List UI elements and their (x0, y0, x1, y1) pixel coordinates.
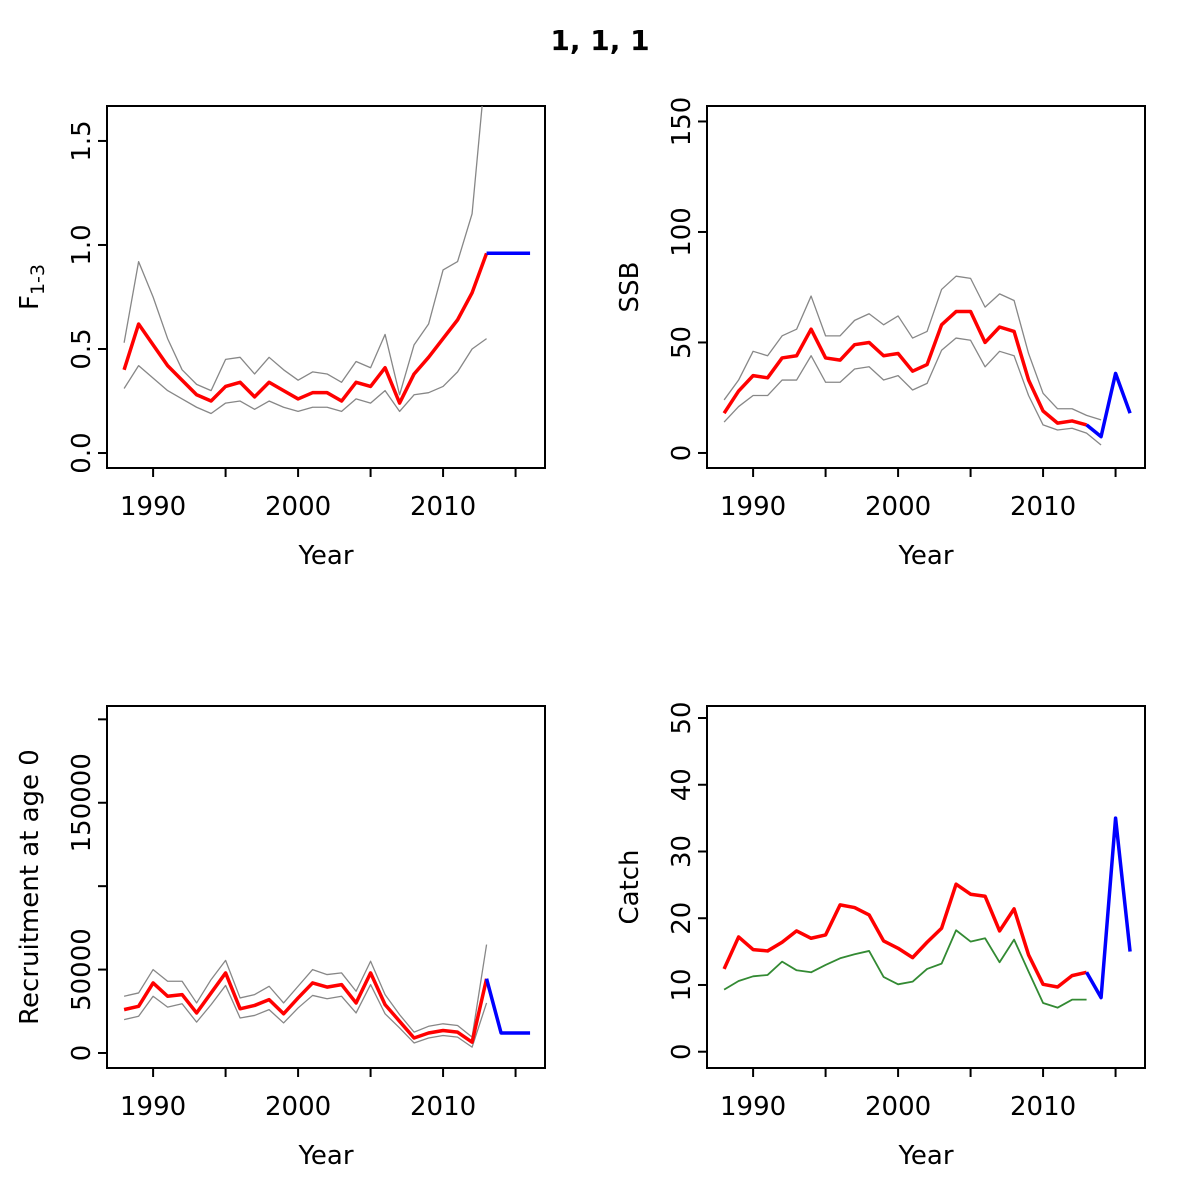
y-tick-label-rec: 0 (67, 1045, 97, 1062)
rec-projection-line (484, 978, 531, 1035)
y-tick-label-rec: 50000 (67, 928, 97, 1011)
y-tick-label-ssb: 150 (667, 97, 697, 147)
plot-box-f (106, 105, 546, 469)
x-tick-label-ssb: 1990 (720, 492, 786, 522)
y-tick-label-ssb: 100 (667, 207, 697, 257)
y-tick-label-catch: 40 (667, 768, 697, 801)
ssb-lower-ci-line (723, 337, 1102, 446)
figure-title: 1, 1, 1 (550, 24, 650, 57)
x-tick-label-catch: 2010 (1010, 1092, 1076, 1122)
y-tick-label-catch: 30 (667, 835, 697, 868)
y-tick-label-f: 0.0 (67, 432, 97, 473)
y-tick-label-catch: 50 (667, 701, 697, 734)
y-tick-label-catch: 10 (667, 968, 697, 1001)
ssb-projection-line (1085, 371, 1132, 439)
ylabel-f: F1-3 (15, 264, 50, 311)
f-lower-ci-line (123, 338, 487, 415)
x-tick-label-ssb: 2000 (865, 492, 931, 522)
x-tick-label-f: 2010 (410, 492, 476, 522)
rec-upper-ci-line (123, 944, 488, 1038)
x-tick-label-catch: 2000 (865, 1092, 931, 1122)
y-tick-label-f: 0.5 (67, 328, 97, 369)
y-tick-label-catch: 0 (667, 1043, 697, 1060)
f-median-line (122, 252, 489, 405)
x-tick-label-f: 1990 (120, 492, 186, 522)
y-tick-label-rec: 150000 (67, 753, 97, 852)
y-tick-label-ssb: 50 (667, 326, 697, 359)
x-tick-label-rec: 1990 (120, 1092, 186, 1122)
x-tick-label-ssb: 2010 (1010, 492, 1076, 522)
rec-lower-ci-line (123, 983, 488, 1048)
y-tick-label-catch: 20 (667, 902, 697, 935)
ssb-median-line (722, 309, 1088, 427)
catch-projection-line (1085, 816, 1132, 1000)
ylabel-ssb: SSB (615, 261, 645, 313)
ylabel-catch: Catch (615, 849, 645, 925)
plot-box-ssb (706, 105, 1146, 469)
xlabel-ssb: Year (898, 541, 954, 571)
catch-median-line (722, 882, 1087, 989)
xlabel-catch: Year (898, 1141, 954, 1171)
xlabel-f: Year (298, 541, 354, 571)
x-tick-label-rec: 2000 (265, 1092, 331, 1122)
y-tick-label-ssb: 0 (667, 445, 697, 462)
x-tick-label-f: 2000 (265, 492, 331, 522)
catch-landings-line (723, 929, 1087, 1009)
ssb-upper-ci-line (723, 275, 1102, 421)
f-upper-ci-line (123, 106, 483, 396)
ylabel-recruitment: Recruitment at age 0 (15, 749, 45, 1025)
y-tick-label-f: 1.5 (67, 120, 97, 161)
x-tick-label-rec: 2010 (410, 1092, 476, 1122)
rec-median-line (123, 971, 489, 1044)
plot-box-catch (706, 705, 1146, 1069)
xlabel-recruitment: Year (298, 1141, 354, 1171)
x-tick-label-catch: 1990 (720, 1092, 786, 1122)
y-tick-label-f: 1.0 (67, 224, 97, 265)
